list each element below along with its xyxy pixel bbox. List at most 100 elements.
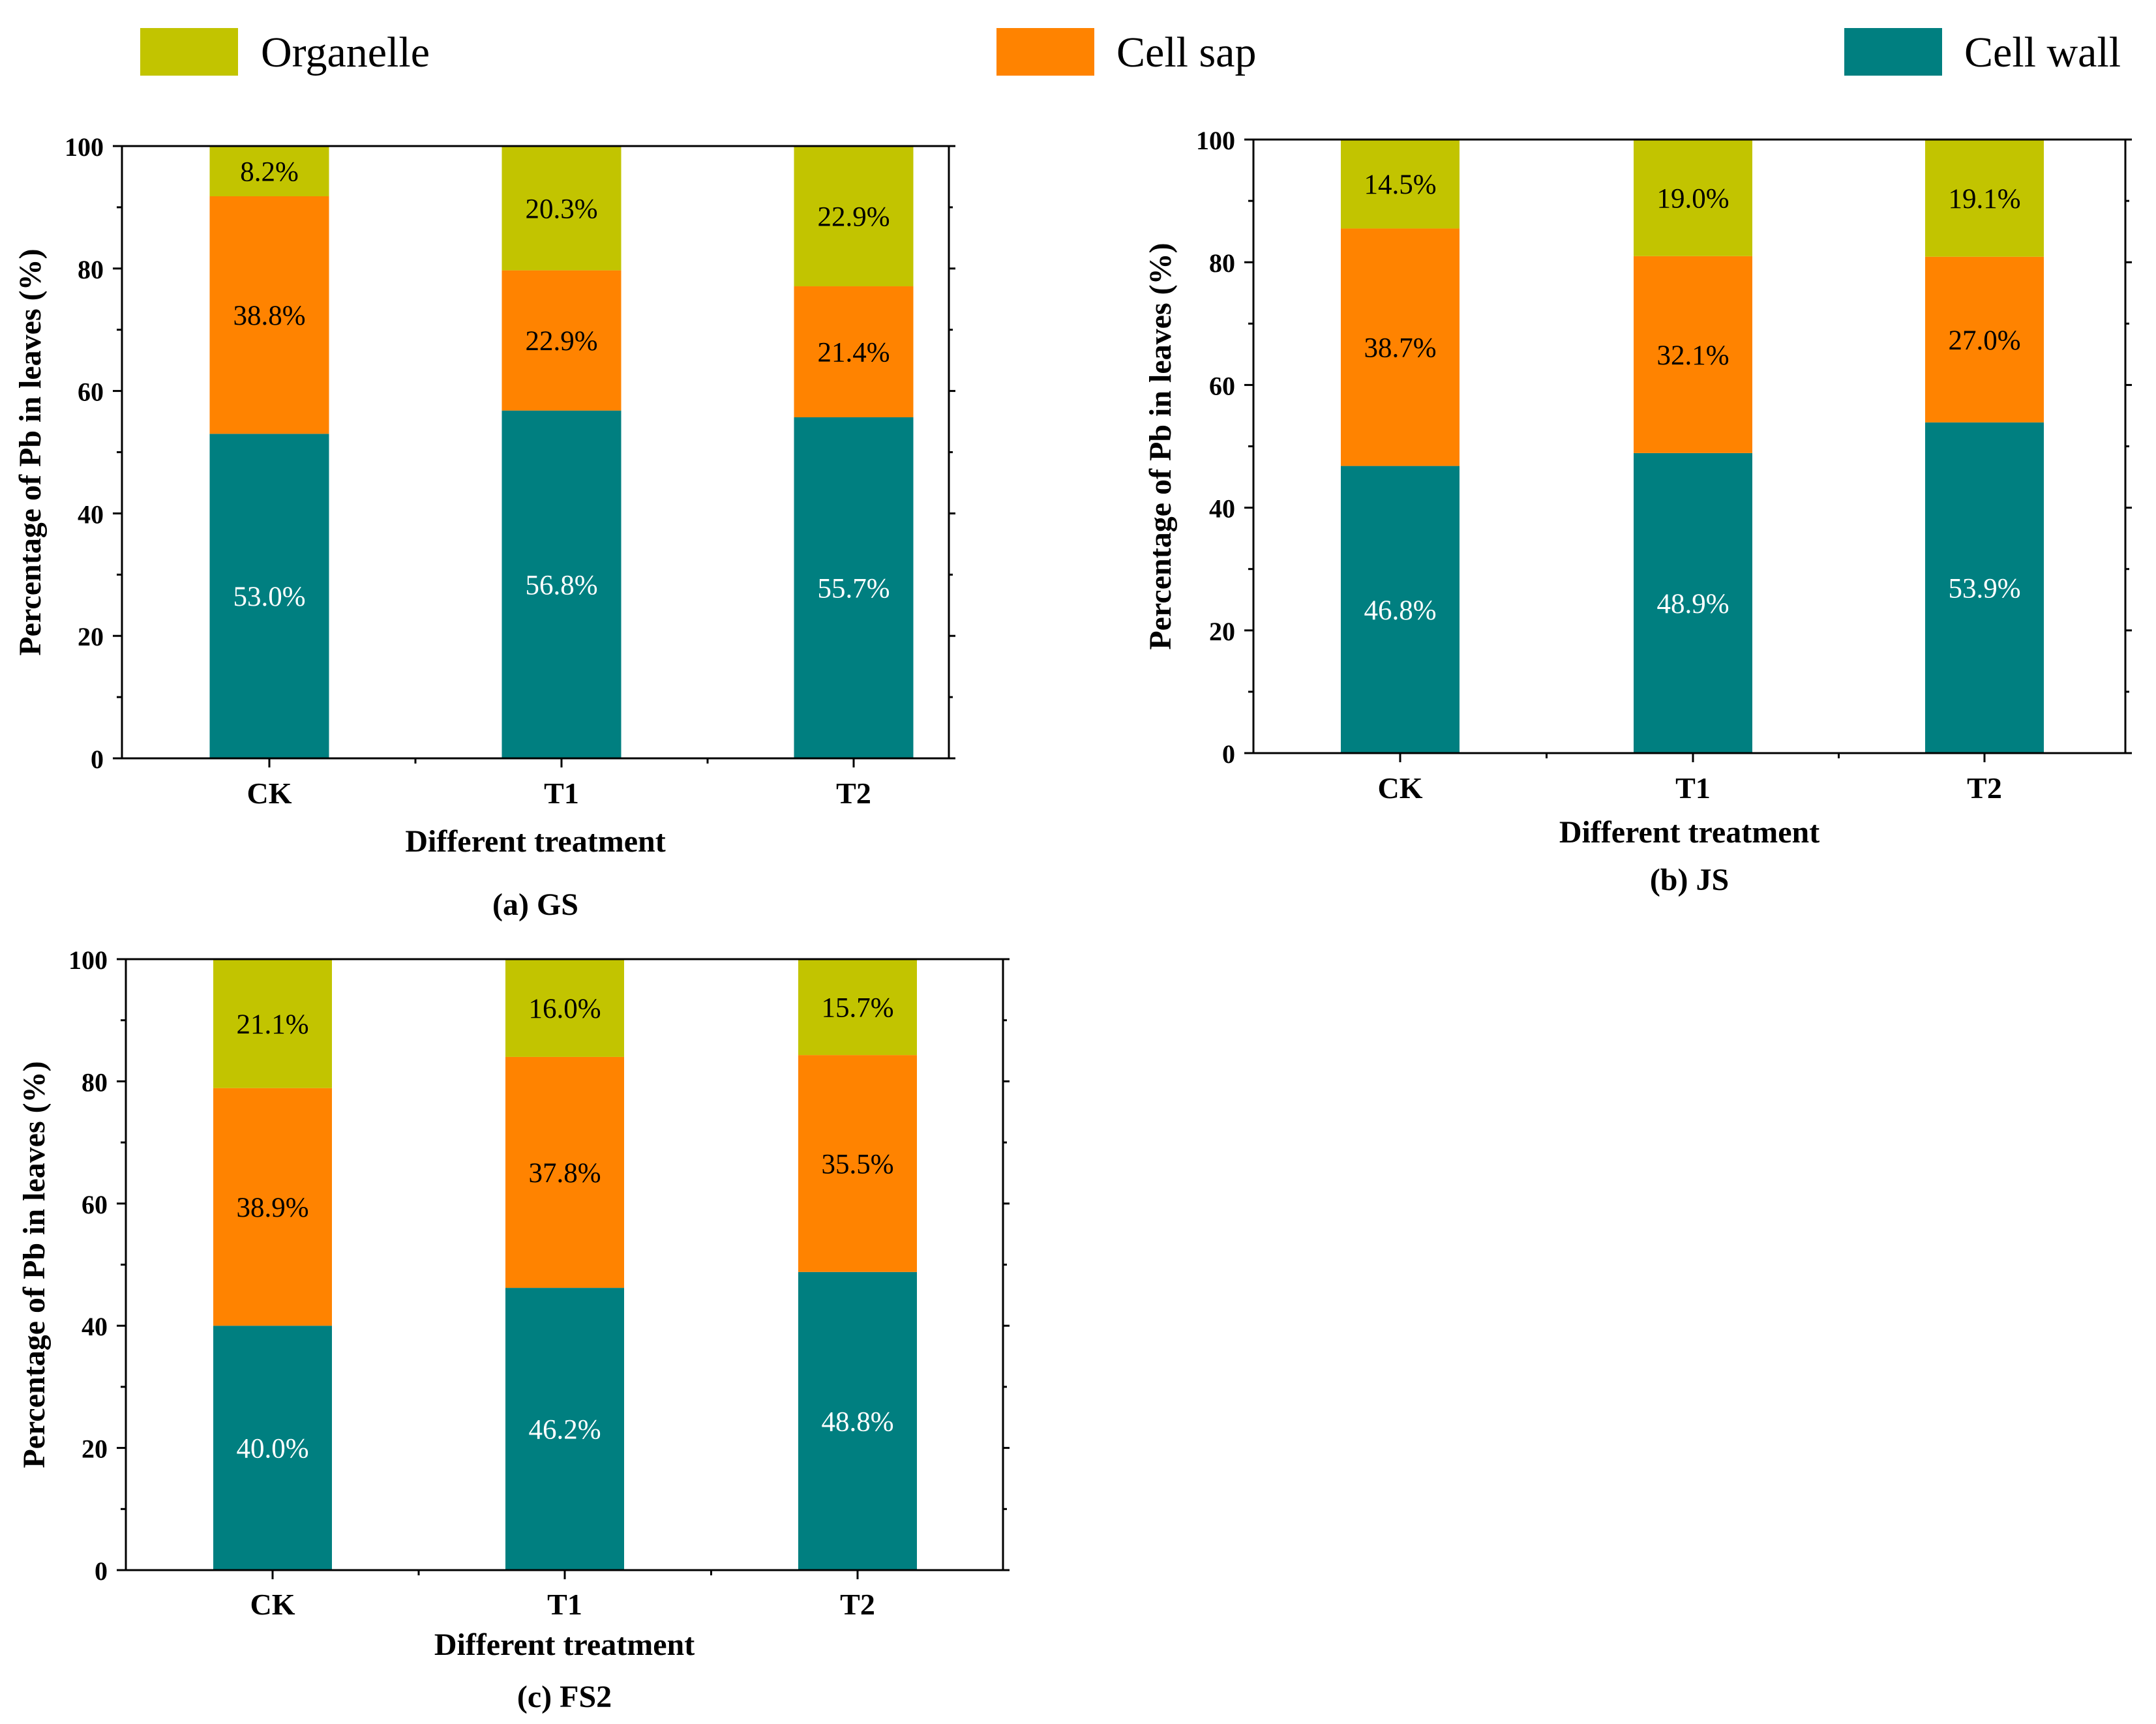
data-label-cell-sap-t2: 21.4% — [817, 338, 890, 368]
legend-swatch-cell-wall — [1844, 28, 1942, 76]
bar-organelle-t2 — [798, 959, 917, 1056]
bar-cell-sap-t2 — [794, 286, 914, 417]
x-tick-label-ck: CK — [1378, 771, 1423, 805]
legend: Organelle Cell sap Cell wall — [140, 28, 2121, 76]
y-tick-label-40: 40 — [82, 1312, 108, 1341]
y-tick-label-80: 80 — [78, 255, 104, 284]
x-tick-label-t2: T2 — [840, 1588, 875, 1621]
bar-cell-sap-t1 — [505, 1056, 624, 1288]
bar-cell-wall-ck — [209, 434, 329, 758]
data-label-organelle-t1: 16.0% — [528, 994, 601, 1024]
x-categories: CK T1 T2 — [250, 1570, 875, 1621]
y-axis-label: Percentage of Pb in leaves (%) — [13, 248, 48, 655]
y-tick-label-60: 60 — [78, 378, 104, 407]
data-label-cell-wall-ck: 46.8% — [1364, 595, 1436, 626]
data-label-cell-wall-t1: 56.8% — [525, 570, 597, 601]
data-label-cell-sap-t1: 32.1% — [1656, 340, 1729, 371]
bar-cell-sap-ck — [209, 196, 329, 434]
data-label-organelle-t1: 20.3% — [525, 194, 597, 224]
bars: 53.0% 38.8% 8.2% 56.8% 22.9% 20.3% 55.7% 21.4% 2… — [209, 146, 914, 758]
x-tick-label-t2: T2 — [836, 777, 871, 810]
bar-cell-wall-t2 — [794, 417, 914, 758]
y-tick-label-0: 0 — [91, 745, 104, 774]
y-tick-label-60: 60 — [82, 1190, 108, 1219]
x-tick-label-t1: T1 — [1675, 771, 1711, 805]
bar-organelle-t1 — [505, 959, 624, 1057]
bar-cell-wall-t2 — [1925, 422, 2044, 753]
bars: 40.0% 38.9% 21.1% 46.2% 37.8% 16.0% 48.8% 35.5%… — [213, 959, 917, 1570]
bar-organelle-ck — [213, 959, 332, 1088]
bar-organelle-t2 — [794, 146, 914, 287]
y-tick-label-0: 0 — [1222, 739, 1235, 769]
bar-organelle-t1 — [1634, 140, 1752, 256]
data-label-organelle-t1: 19.0% — [1656, 183, 1729, 214]
legend-label-cell-sap: Cell sap — [1116, 29, 1256, 76]
x-tick-label-ck: CK — [250, 1588, 295, 1621]
bar-organelle-t1 — [502, 146, 621, 271]
panel-title: (c) FS2 — [517, 1680, 612, 1714]
data-label-cell-sap-t2: 27.0% — [1948, 325, 2020, 356]
bar-cell-wall-ck — [213, 1326, 332, 1570]
y-tick-label-20: 20 — [82, 1434, 108, 1464]
chart-panel-js: 46.8% 38.7% 14.5% 48.9% 32.1% 19.0% 53.9% 27.0%… — [1143, 126, 2132, 897]
x-tick-label-ck: CK — [247, 777, 292, 810]
data-label-organelle-t2: 19.1% — [1948, 184, 2020, 215]
x-axis-label: Different treatment — [405, 824, 665, 859]
data-label-organelle-t2: 22.9% — [817, 202, 890, 233]
data-label-cell-wall-ck: 40.0% — [236, 1434, 308, 1464]
data-label-cell-sap-ck: 38.7% — [1364, 333, 1436, 364]
chart-panel-gs: 53.0% 38.8% 8.2% 56.8% 22.9% 20.3% 55.7% 21.4% 2… — [13, 132, 955, 922]
data-label-cell-wall-t2: 55.7% — [817, 573, 890, 604]
y-axis-label: Percentage of Pb in leaves (%) — [1143, 243, 1178, 649]
y-tick-label-100: 100 — [68, 945, 108, 975]
bar-organelle-ck — [209, 146, 329, 196]
x-axis-label: Different treatment — [434, 1627, 695, 1662]
data-label-cell-sap-ck: 38.9% — [236, 1193, 308, 1223]
legend-item-cell-sap: Cell sap — [996, 28, 1256, 76]
y-tick-label-20: 20 — [1209, 617, 1235, 646]
bar-cell-sap-t1 — [502, 270, 621, 411]
x-categories: CK T1 T2 — [1378, 753, 2002, 805]
x-tick-label-t2: T2 — [1967, 771, 2002, 805]
bar-organelle-t2 — [1925, 140, 2044, 257]
bar-cell-wall-t1 — [502, 410, 621, 758]
data-label-organelle-t2: 15.7% — [821, 993, 893, 1024]
data-label-cell-wall-t1: 46.2% — [528, 1415, 601, 1446]
x-tick-label-t1: T1 — [544, 777, 579, 810]
data-label-cell-wall-t2: 53.9% — [1948, 573, 2020, 604]
y-tick-label-20: 20 — [78, 622, 104, 651]
bar-organelle-ck — [1341, 140, 1460, 229]
panel-title: (a) GS — [492, 887, 578, 922]
data-label-organelle-ck: 21.1% — [236, 1009, 308, 1040]
y-ticks: 0 20 40 60 80 100 — [65, 132, 955, 774]
bar-cell-wall-t1 — [505, 1288, 624, 1570]
data-label-cell-sap-t1: 37.8% — [528, 1158, 601, 1189]
y-tick-label-40: 40 — [78, 499, 104, 529]
bar-cell-sap-ck — [213, 1088, 332, 1326]
panel-title: (b) JS — [1650, 863, 1729, 897]
y-tick-label-80: 80 — [1209, 248, 1235, 278]
data-label-cell-wall-t1: 48.9% — [1656, 589, 1729, 619]
y-tick-label-100: 100 — [1196, 126, 1235, 155]
bar-cell-sap-t2 — [798, 1055, 917, 1272]
y-tick-label-100: 100 — [65, 132, 104, 162]
x-tick-label-t1: T1 — [547, 1588, 582, 1621]
legend-label-organelle: Organelle — [261, 29, 430, 76]
y-tick-label-80: 80 — [82, 1067, 108, 1097]
x-categories: CK T1 T2 — [247, 758, 871, 810]
bar-cell-sap-t1 — [1634, 256, 1752, 453]
bar-cell-wall-t1 — [1634, 453, 1752, 753]
data-label-cell-wall-ck: 53.0% — [233, 582, 305, 612]
y-axis-label: Percentage of Pb in leaves (%) — [17, 1061, 52, 1468]
legend-item-cell-wall: Cell wall — [1844, 28, 2121, 76]
bar-cell-wall-ck — [1341, 466, 1460, 753]
data-label-cell-wall-t2: 48.8% — [821, 1406, 893, 1437]
data-label-organelle-ck: 14.5% — [1364, 170, 1436, 200]
data-label-organelle-ck: 8.2% — [240, 156, 299, 187]
y-tick-label-0: 0 — [95, 1556, 108, 1586]
y-ticks: 0 20 40 60 80 100 — [68, 945, 1010, 1586]
y-tick-label-60: 60 — [1209, 371, 1235, 400]
y-ticks: 0 20 40 60 80 100 — [1196, 126, 2132, 769]
bars: 46.8% 38.7% 14.5% 48.9% 32.1% 19.0% 53.9% 27.0%… — [1341, 140, 2044, 753]
